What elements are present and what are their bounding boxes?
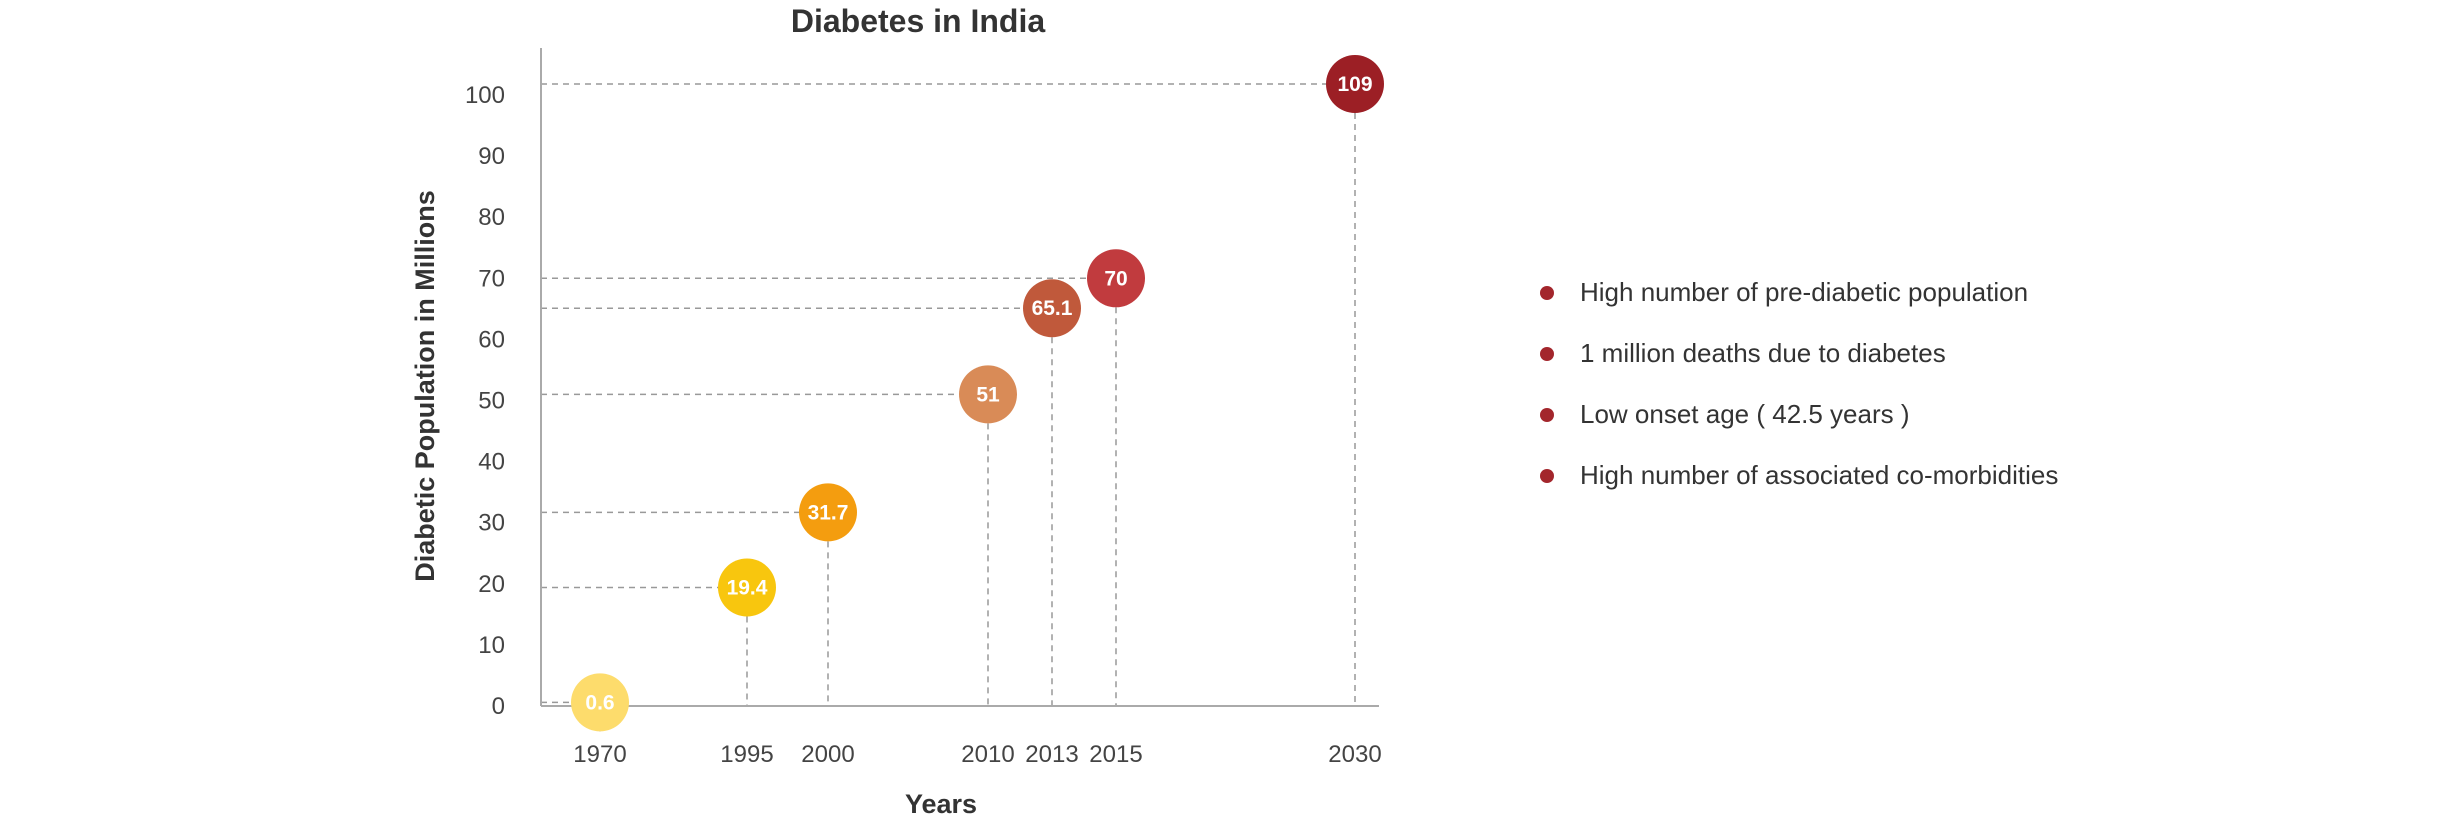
y-tick-label: 20 <box>478 571 505 598</box>
key-fact-text: High number of pre-diabetic population <box>1580 277 2029 307</box>
data-label: 0.6 <box>585 691 614 714</box>
data-label: 19.4 <box>727 576 768 599</box>
x-tick-label: 2013 <box>1025 741 1078 768</box>
y-tick-label: 60 <box>478 326 505 353</box>
x-tick-label: 2030 <box>1328 741 1381 768</box>
y-tick-label: 10 <box>478 632 505 659</box>
key-fact-text: 1 million deaths due to diabetes <box>1580 338 1946 368</box>
x-tick-labels: 1970 1995 2000 2010 2013 2015 2030 <box>573 741 1381 768</box>
x-axis-title: Years <box>905 789 977 819</box>
y-tick-label: 90 <box>478 143 505 170</box>
key-fact-item: Low onset age ( 42.5 years ) <box>1540 384 2058 445</box>
x-tick-label: 2010 <box>961 741 1014 768</box>
data-label: 70 <box>1104 267 1127 290</box>
y-tick-label: 0 <box>492 693 505 720</box>
data-label: 31.7 <box>808 501 849 524</box>
x-tick-label: 1970 <box>573 741 626 768</box>
key-fact-text: High number of associated co-morbidities <box>1580 460 2059 490</box>
x-tick-label: 1995 <box>720 741 773 768</box>
bubble-chart: Diabetes in India 0102030405060708090100… <box>410 3 1384 819</box>
data-label: 109 <box>1337 73 1372 96</box>
key-fact-item: 1 million deaths due to diabetes <box>1540 323 2058 384</box>
data-point-bubble <box>1087 249 1145 308</box>
key-fact-text: Low onset age ( 42.5 years ) <box>1580 399 1910 429</box>
y-tick-label: 40 <box>478 449 505 476</box>
y-tick-label: 80 <box>478 204 505 231</box>
data-point-bubble <box>799 483 857 542</box>
x-tick-label: 2015 <box>1089 741 1142 768</box>
bullet-dot-icon <box>1540 468 1554 483</box>
data-point-bubble <box>1023 279 1081 338</box>
data-point-bubble <box>959 365 1017 424</box>
data-point-bubble <box>718 558 776 617</box>
x-tick-label: 2000 <box>801 741 854 768</box>
data-label: 51 <box>976 383 1000 406</box>
bullet-dot-icon <box>1540 346 1554 361</box>
key-fact-item: High number of associated co-morbidities <box>1540 445 2058 506</box>
y-tick-label: 30 <box>478 510 505 537</box>
bullet-dot-icon <box>1540 407 1554 422</box>
y-tick-label: 70 <box>478 265 505 292</box>
data-point-bubble <box>1326 55 1384 113</box>
data-points: 0.6 19.4 31.7 51 65.1 70 109 <box>571 55 1384 732</box>
y-axis-title: Diabetic Population in Millions <box>410 190 440 582</box>
y-tick-labels: 0 10 20 30 40 50 60 70 80 90 100 <box>465 82 505 720</box>
bullet-dot-icon <box>1540 285 1554 300</box>
key-facts-list: High number of pre-diabetic population 1… <box>1540 262 2058 506</box>
guide-lines <box>541 83 1356 732</box>
data-point-bubble <box>571 673 629 732</box>
key-fact-item: High number of pre-diabetic population <box>1540 262 2058 323</box>
chart-title: Diabetes in India <box>791 3 1045 39</box>
data-label: 65.1 <box>1032 297 1073 320</box>
y-tick-label: 100 <box>465 82 505 109</box>
y-tick-label: 50 <box>478 388 505 415</box>
